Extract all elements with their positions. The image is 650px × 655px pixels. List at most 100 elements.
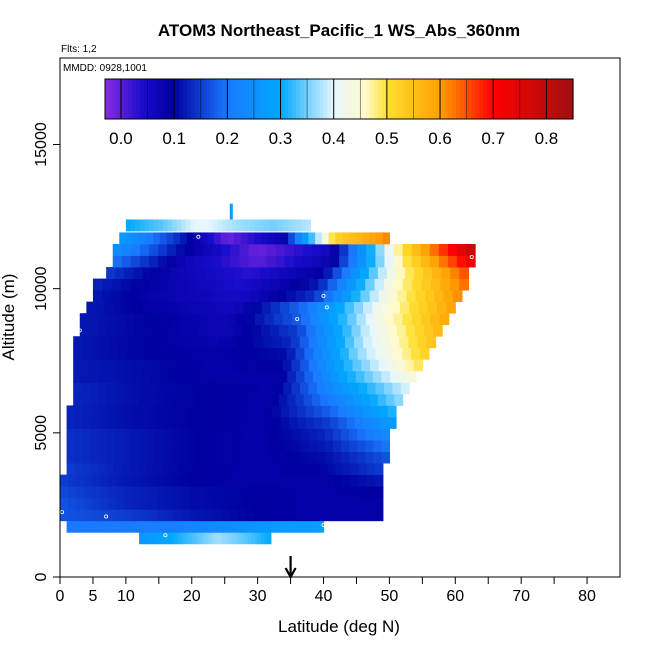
- heatmap-cell: [275, 243, 286, 256]
- heatmap-cell: [181, 509, 190, 522]
- heatmap-cell: [246, 393, 255, 406]
- heatmap-cell: [131, 440, 140, 452]
- heatmap-cell: [213, 474, 223, 487]
- heatmap-cell: [222, 290, 232, 303]
- heatmap-cell: [346, 278, 357, 291]
- heatmap-cell: [250, 219, 256, 232]
- heatmap-cell: [325, 382, 335, 395]
- heatmap-cell: [100, 497, 110, 510]
- sample-point: [196, 234, 201, 239]
- heatmap-cell: [88, 313, 99, 326]
- heatmap-cell: [73, 370, 83, 383]
- dates-label: MMDD: 0928,1001: [63, 63, 147, 74]
- colorbar-swatch: [424, 79, 430, 119]
- heatmap-cell: [148, 382, 158, 395]
- heatmap-cell: [83, 416, 92, 429]
- heatmap-cell: [203, 290, 214, 303]
- heatmap-cell: [177, 463, 186, 476]
- heatmap-cell: [189, 497, 198, 510]
- heatmap-cell: [248, 463, 257, 476]
- heatmap-cell: [291, 313, 302, 326]
- heatmap-cell: [79, 324, 90, 337]
- heatmap-cell: [82, 428, 92, 441]
- heatmap-cell: [147, 451, 156, 464]
- heatmap-cell: [157, 405, 167, 418]
- heatmap-cell: [466, 255, 476, 268]
- heatmap-cell: [160, 267, 171, 279]
- heatmap-cell: [270, 370, 280, 383]
- colorbar-swatch: [311, 79, 317, 119]
- heatmap-cell: [336, 393, 346, 406]
- heatmap-cell: [74, 463, 83, 476]
- heatmap-cell: [237, 532, 242, 545]
- heatmap-cell: [282, 313, 293, 326]
- colorbar-swatch: [112, 79, 118, 119]
- heatmap-cell: [108, 347, 119, 360]
- heatmap-cell: [184, 370, 194, 383]
- heatmap-cell: [123, 451, 132, 464]
- heatmap-cell: [350, 497, 360, 510]
- heatmap-cell: [302, 474, 311, 487]
- heatmap-cell: [231, 219, 238, 232]
- heatmap-cell: [212, 359, 223, 372]
- heatmap-cell: [255, 313, 265, 326]
- heatmap-cell: [240, 232, 249, 245]
- heatmap-cell: [92, 520, 100, 533]
- heatmap-cell: [412, 278, 423, 291]
- heatmap-cell: [350, 382, 360, 395]
- heatmap-cell: [432, 267, 442, 279]
- heatmap-cell: [314, 290, 325, 303]
- heatmap-cell: [111, 278, 122, 291]
- heatmap-cell: [396, 267, 406, 279]
- heatmap-cell: [334, 509, 344, 522]
- heatmap-cell: [227, 520, 235, 533]
- heatmap-cell: [157, 416, 167, 429]
- heatmap-cell: [98, 463, 107, 476]
- heatmap-cell: [257, 532, 262, 545]
- heatmap-cell: [369, 324, 380, 337]
- heatmap-cell: [326, 497, 335, 510]
- heatmap-cell: [84, 497, 93, 510]
- colorbar-swatch: [413, 79, 418, 119]
- heatmap-cell: [130, 243, 141, 256]
- heatmap-cell: [115, 451, 124, 464]
- heatmap-cell: [140, 486, 150, 499]
- heatmap-cell: [252, 451, 261, 464]
- heatmap-cell: [234, 232, 242, 245]
- heatmap-cell: [120, 290, 131, 303]
- heatmap-cell: [189, 474, 198, 487]
- heatmap-cell: [148, 474, 158, 487]
- heatmap-cell: [130, 255, 141, 268]
- heatmap-cell: [374, 509, 384, 522]
- heatmap-cell: [268, 219, 275, 232]
- heatmap-cell: [417, 336, 428, 349]
- heatmap-cell: [90, 359, 100, 372]
- colorbar-swatch: [276, 79, 282, 119]
- heatmap-cell: [123, 440, 132, 452]
- heatmap-cell: [149, 278, 160, 291]
- heatmap-cell: [253, 497, 263, 510]
- heatmap-cell: [73, 359, 83, 372]
- colorbar-swatch: [502, 79, 508, 119]
- heatmap-cell: [239, 243, 250, 256]
- heatmap-cell: [155, 451, 165, 464]
- heatmap-cell: [165, 416, 175, 429]
- heatmap-cell: [155, 393, 165, 406]
- heatmap-cell: [236, 336, 246, 349]
- heatmap-cell: [231, 416, 241, 429]
- heatmap-cell: [317, 520, 325, 533]
- heatmap-cell: [402, 255, 413, 268]
- heatmap-cell: [297, 520, 305, 533]
- heatmap-cell: [98, 370, 109, 383]
- heatmap-cell: [140, 416, 150, 429]
- heatmap-cell: [341, 267, 352, 279]
- colorbar-swatch: [128, 79, 133, 119]
- heatmap-cell: [310, 497, 319, 510]
- heatmap-cell: [292, 428, 302, 441]
- heatmap-cell: [137, 520, 145, 533]
- heatmap-cell: [330, 243, 340, 256]
- heatmap-cell: [249, 382, 259, 395]
- heatmap-cell: [285, 474, 295, 487]
- colorbar-tick-label: 0.4: [322, 129, 346, 148]
- heatmap-cell: [373, 440, 382, 452]
